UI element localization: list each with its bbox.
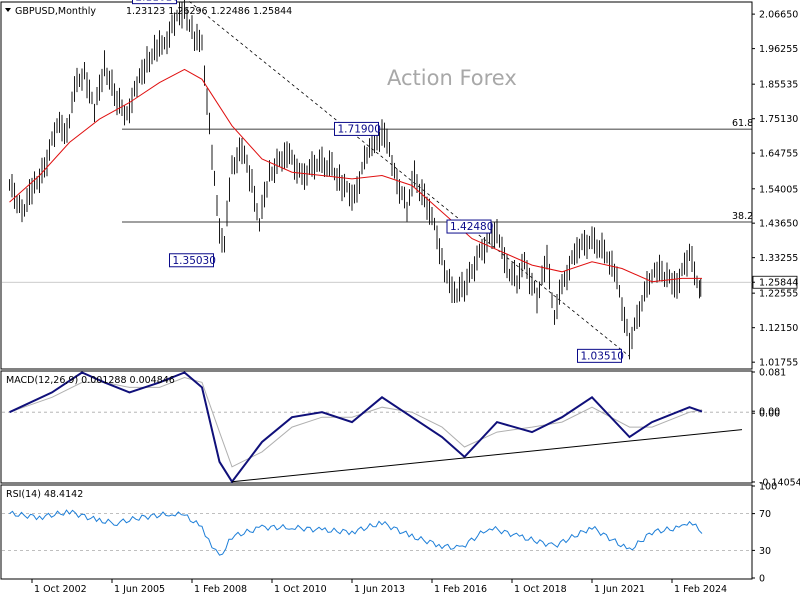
- x-tick-label: 1 Feb 2008: [194, 584, 247, 595]
- moving-average-line: [9, 68, 702, 283]
- price-level-box: [577, 348, 622, 363]
- macd-layer: [2, 371, 752, 484]
- price-y-tick-label: 2.06650: [759, 10, 798, 21]
- price-y-tick-label: 1.33255: [759, 253, 798, 264]
- macd-signal-line: [9, 376, 703, 468]
- x-tick-label: 1 Feb 2024: [674, 584, 727, 595]
- symbol-label: GBPUSD,Monthly: [15, 6, 96, 17]
- price-y-tick-label: 1.75130: [759, 114, 798, 125]
- price-y-tick-label: 1.85535: [759, 80, 798, 91]
- x-tick-label: 1 Jun 2021: [594, 584, 645, 595]
- fib-level-label: 38.2: [732, 211, 753, 222]
- dashed-trend-line: [186, 0, 630, 357]
- price-layer: 61.8 38.2 2.11610 1.71900 1.35030 1.42480 1.03…: [2, 0, 753, 363]
- price-level-label: 1.35030: [173, 255, 216, 267]
- macd-y-tick-label: 0.00: [759, 409, 780, 420]
- price-y-tick-label: 1.25844: [759, 278, 798, 289]
- fib-level-label: 61.8: [732, 118, 753, 129]
- price-y-tick-label: 1.01755: [759, 358, 798, 369]
- price-level-box: [334, 121, 379, 136]
- price-level-box: [132, 0, 177, 5]
- price-y-tick-label: 1.43650: [759, 219, 798, 230]
- macd-panel-frame: [0, 370, 753, 484]
- price-y-tick-label: 1.22555: [759, 289, 798, 300]
- rsi-y-tick-label: 30: [759, 546, 771, 557]
- price-level-label: 2.11610: [136, 0, 179, 4]
- x-tick-label: 1 Feb 2016: [434, 584, 487, 595]
- macd-y-tick-label: -0.140543: [759, 477, 800, 488]
- rsi-y-tick-label: 70: [759, 509, 771, 520]
- x-tick-label: 1 Jun 2013: [354, 584, 405, 595]
- price-panel-frame: [0, 1, 753, 370]
- rsi-panel-frame: [0, 484, 753, 580]
- price-level-label: 1.42480: [450, 221, 493, 233]
- macd-y-tick-label: 0.081: [759, 368, 786, 379]
- rsi-y-tick-label: 0: [759, 574, 765, 585]
- ohlc-label: 1.23123 1.26296 1.22486 1.25844: [126, 6, 292, 17]
- macd-title: MACD(12,26,9) 0.001288 0.004846: [6, 375, 175, 386]
- macd-y-tick-label: 0.00: [759, 407, 780, 418]
- price-y-tick-label: 1.54005: [759, 184, 798, 195]
- x-tick-label: 1 Jun 2005: [114, 584, 165, 595]
- axis-layer: 2.06650 1.96255 1.85535 1.75130 1.64755 1.540…: [31, 10, 800, 595]
- collapse-arrow-icon[interactable]: [5, 8, 11, 12]
- price-y-tick-label: 1.96255: [759, 44, 798, 55]
- price-y-tick-label: 1.12150: [759, 323, 798, 334]
- price-level-box: [169, 253, 214, 268]
- rsi-title: RSI(14) 48.4142: [6, 489, 83, 500]
- x-tick-label: 1 Oct 2018: [514, 584, 567, 595]
- macd-support-line: [231, 429, 743, 483]
- price-level-box: [446, 219, 492, 234]
- rsi-line: [9, 509, 703, 556]
- price-level-label: 1.03510: [581, 350, 624, 362]
- price-level-label: 1.71900: [338, 123, 381, 135]
- x-tick-label: 1 Oct 2002: [34, 584, 87, 595]
- macd-main-line: [9, 371, 703, 484]
- rsi-y-tick-label: 100: [759, 482, 777, 493]
- watermark: Action Forex: [387, 66, 517, 90]
- price-y-tick-label: 1.64755: [759, 149, 798, 160]
- x-tick-label: 1 Oct 2010: [274, 584, 327, 595]
- rsi-layer: [2, 509, 752, 556]
